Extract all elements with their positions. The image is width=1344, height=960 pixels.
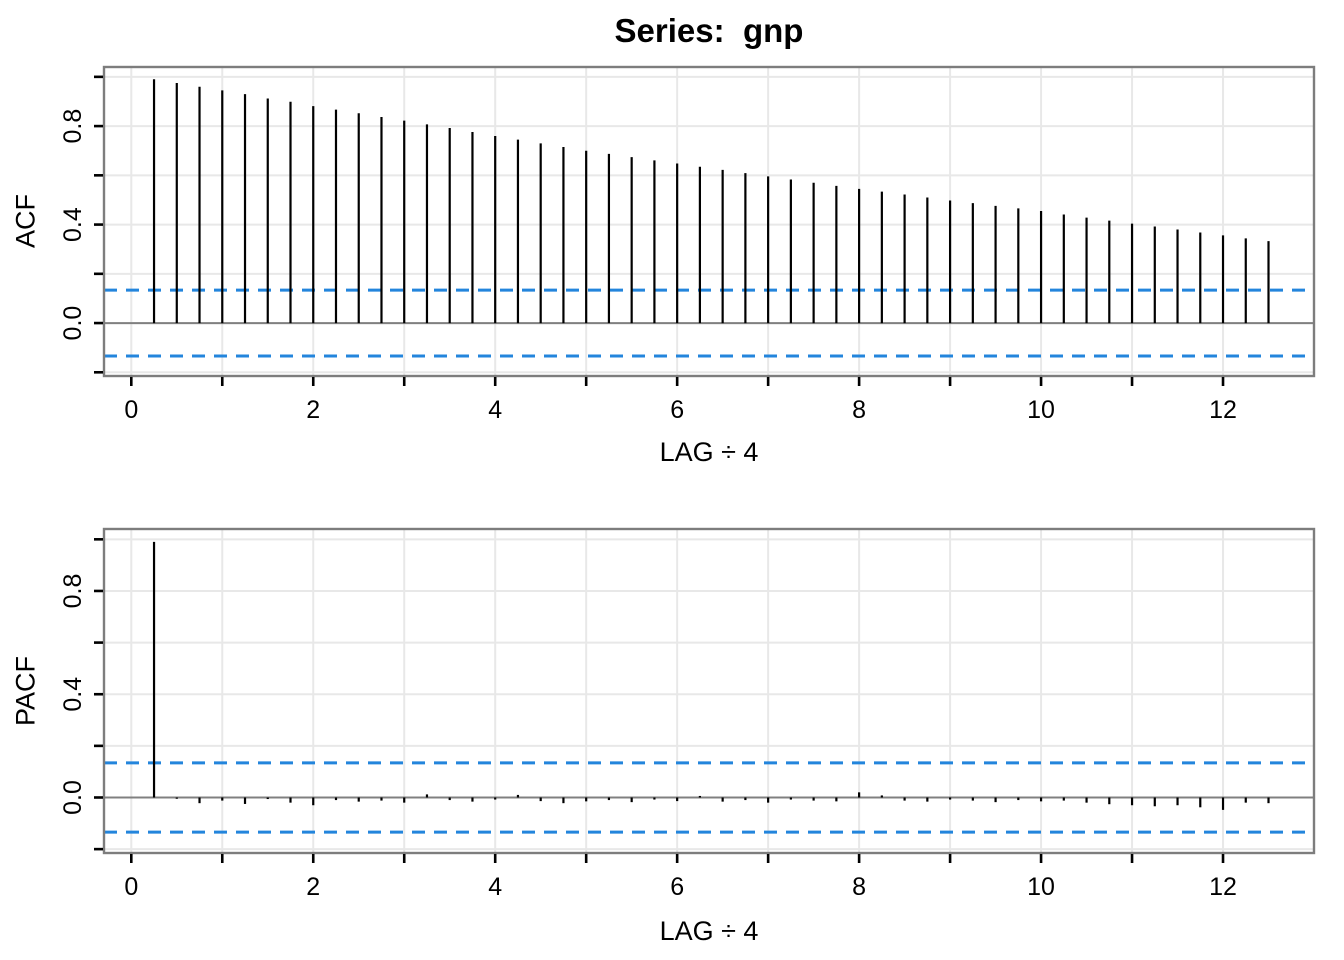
acf-panel-border <box>102 65 1316 378</box>
svg-text:12: 12 <box>1209 873 1237 901</box>
svg-text:8: 8 <box>852 396 866 424</box>
svg-text:4: 4 <box>488 873 502 901</box>
acf-panel-x-tick-labels: 0 2 4 6 8 10 12 <box>124 396 1237 424</box>
svg-text:6: 6 <box>670 873 684 901</box>
chart-title: Series: gnp <box>614 12 804 49</box>
svg-text:4: 4 <box>488 396 502 424</box>
svg-text:6: 6 <box>670 396 684 424</box>
svg-text:10: 10 <box>1027 396 1055 424</box>
pacf-panel-y-tick-labels: 0.0 0.4 0.8 <box>59 574 87 815</box>
svg-text:0.4: 0.4 <box>59 677 87 712</box>
svg-text:0: 0 <box>124 873 138 901</box>
pacf-panel-border <box>102 527 1316 855</box>
svg-text:0.0: 0.0 <box>59 306 87 341</box>
svg-text:10: 10 <box>1027 873 1055 901</box>
svg-text:0: 0 <box>124 396 138 424</box>
pacf-panel-x-tick-labels: 0 2 4 6 8 10 12 <box>124 873 1237 901</box>
pacf-x-axis-label: LAG ÷ 4 <box>659 916 759 946</box>
pacf-y-axis-label: PACF <box>10 655 41 727</box>
acf-panel-bars <box>152 79 1270 324</box>
acf-panel: 0 2 4 6 8 10 12 0.0 0.4 0.8 <box>59 65 1316 424</box>
acf-panel-y-tick-labels: 0.0 0.4 0.8 <box>59 109 87 341</box>
svg-text:0.0: 0.0 <box>59 780 87 815</box>
svg-text:0.8: 0.8 <box>59 574 87 609</box>
svg-text:12: 12 <box>1209 396 1237 424</box>
acf-x-axis-label: LAG ÷ 4 <box>659 437 759 467</box>
svg-text:2: 2 <box>306 396 320 424</box>
acf-panel-gridlines <box>104 67 1314 376</box>
svg-text:0.8: 0.8 <box>59 109 87 144</box>
pacf-panel-bars <box>152 541 1270 810</box>
svg-text:2: 2 <box>306 873 320 901</box>
svg-text:8: 8 <box>852 873 866 901</box>
acf-panel-axis-ticks <box>94 75 1225 386</box>
svg-text:0.4: 0.4 <box>59 207 87 242</box>
pacf-panel: 0 2 4 6 8 10 12 0.0 0.4 0.8 <box>59 527 1316 901</box>
acf-panel-confidence-bands <box>104 288 1314 358</box>
pacf-panel-confidence-bands <box>104 761 1314 834</box>
acf-y-axis-label: ACF <box>10 194 41 248</box>
pacf-panel-axis-ticks <box>94 538 1225 863</box>
